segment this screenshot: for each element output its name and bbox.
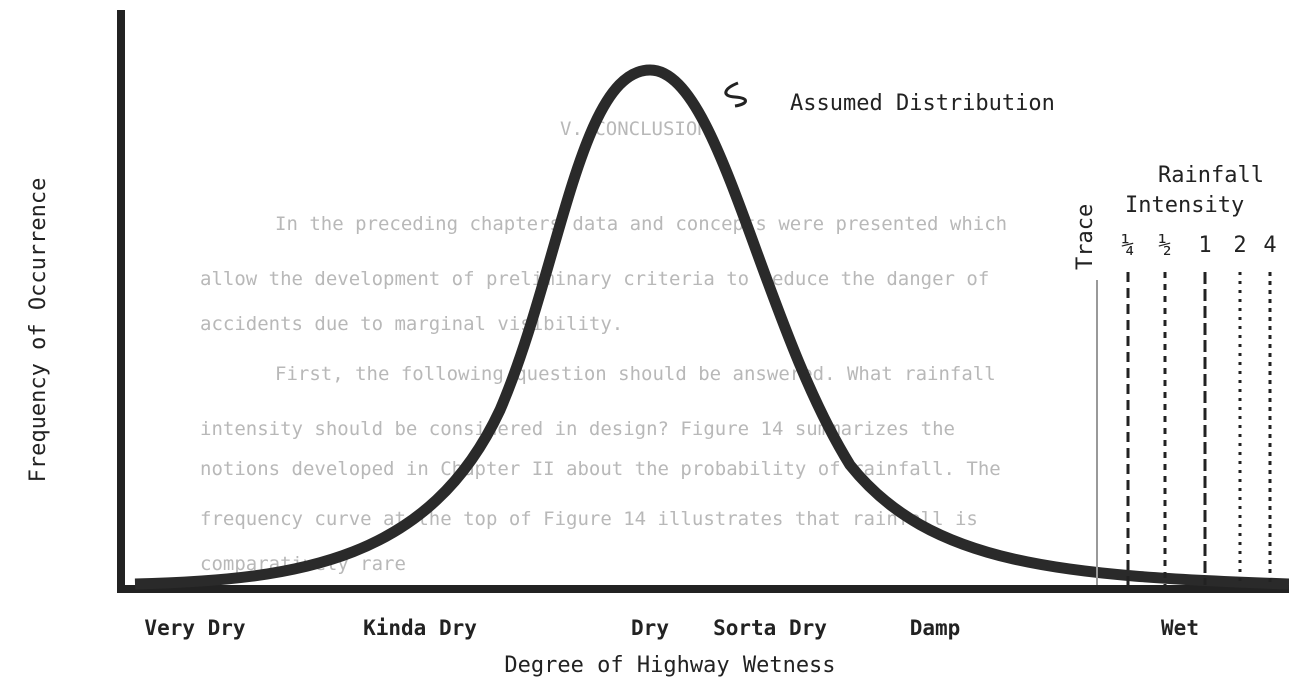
ghost-line: accidents due to marginal visibility. [200, 313, 623, 335]
ghost-line: V. CONCLUSION [560, 118, 709, 140]
trace-label: Trace [1073, 204, 1098, 270]
x-category: Kinda Dry [363, 616, 477, 640]
x-category: Sorta Dry [713, 616, 827, 640]
ghost-line: In the preceding chapters data and conce… [275, 213, 1007, 235]
marks: Very Dry Kinda Dry Dry Sorta Dry Damp Wet ¼ ½ 1 2… [144, 233, 1276, 640]
x-category: Wet [1161, 616, 1199, 640]
rainfall-title: Intensity [1125, 193, 1244, 218]
ghost-line: First, the following question should be … [275, 363, 996, 385]
ghost-line: intensity should be considered in design… [200, 418, 955, 440]
rainfall-title: Rainfall [1158, 163, 1264, 188]
distribution-curve [134, 64, 1289, 590]
intensity-label: ¼ [1121, 233, 1134, 258]
ghost-line: notions developed in Chapter II about th… [200, 458, 1001, 480]
intensity-label: 2 [1233, 233, 1246, 258]
x-category: Damp [910, 616, 961, 640]
x-category: Dry [631, 616, 669, 640]
ghost-line: allow the development of preliminary cri… [200, 268, 989, 290]
x-axis-label: Degree of Highway Wetness [504, 653, 835, 678]
ghost-line: frequency curve at the top of Figure 14 … [200, 508, 978, 530]
intensity-label: 4 [1263, 233, 1276, 258]
curve-label: Assumed Distribution [790, 91, 1055, 116]
intensity-label: ½ [1158, 233, 1171, 258]
x-category: Very Dry [144, 616, 246, 640]
curve-pointer [724, 81, 747, 108]
intensity-label: 1 [1198, 233, 1211, 258]
y-axis-label: Frequency of Occurrence [26, 178, 51, 483]
